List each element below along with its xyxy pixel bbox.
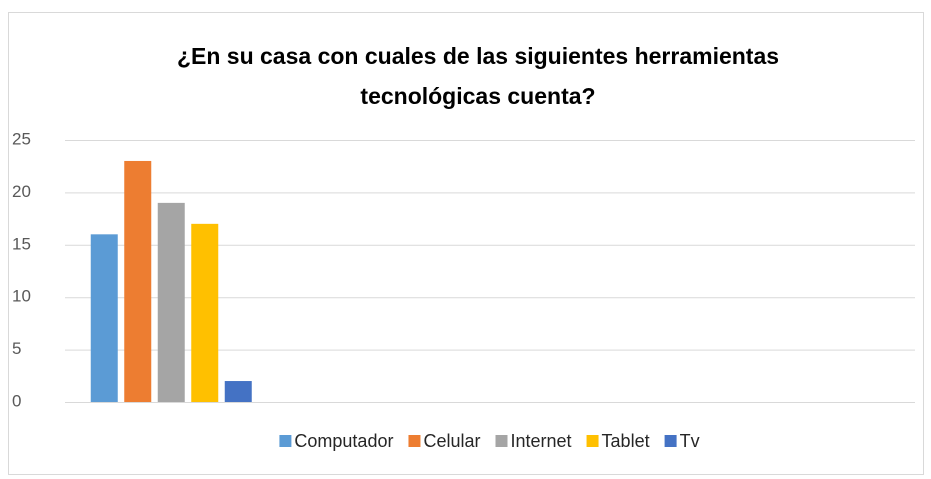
legend-swatch [664, 435, 677, 447]
y-tick-label: 15 [12, 234, 31, 253]
y-tick-label: 5 [12, 339, 21, 358]
legend-label: Tablet [602, 431, 650, 451]
y-tick-label: 0 [12, 391, 21, 410]
legend-swatch [408, 435, 421, 447]
legend-swatch [495, 435, 508, 447]
bar [157, 202, 185, 402]
y-tick-label: 10 [12, 287, 31, 306]
chart-title: ¿En su casa con cuales de las siguientes… [177, 43, 779, 69]
bar [124, 160, 152, 402]
legend-label: Computador [294, 431, 393, 451]
y-tick-label: 20 [12, 182, 31, 201]
legend-label: Tv [680, 431, 700, 451]
bar [224, 381, 252, 402]
chart-title: tecnológicas cuenta? [360, 83, 595, 109]
legend-label: Internet [511, 431, 572, 451]
y-tick-label: 25 [12, 129, 31, 148]
bar [90, 234, 118, 402]
legend-label: Celular [423, 431, 480, 451]
legend-swatch [586, 435, 599, 447]
legend-swatch [279, 435, 292, 447]
bar [191, 223, 219, 402]
